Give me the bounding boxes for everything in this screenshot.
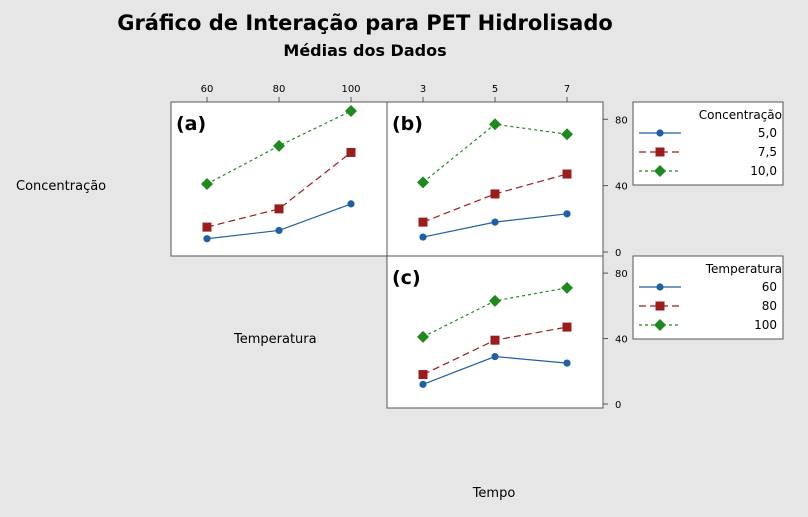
legend-entry-label: 60 [762,280,777,294]
y-tick-label: 40 [615,182,628,193]
legend-title: Temperatura [705,262,782,276]
legend-entry-label: 100 [754,318,777,332]
panel-label: (b) [392,113,423,135]
data-point [491,352,499,361]
legend-swatch-marker [654,165,666,177]
series-line-2 [206,151,352,228]
data-point [202,222,212,232]
row-label-temperatura: Temperatura [233,332,317,347]
data-point [490,189,500,199]
data-point [273,139,285,152]
data-point [419,380,427,388]
panel-2: (b) 3 5 7 0 40 80 [386,84,628,259]
legend-entry-label: 7,5 [758,145,777,159]
panels-group: (a) 60 80 100 (b) 3 5 7 0 40 80 (c) 0 40 80 [170,84,628,411]
legend-swatch-marker [654,319,666,331]
data-point [201,177,213,190]
data-point [563,210,571,218]
col-label-tempo: Tempo [472,486,516,501]
data-point [561,128,573,141]
data-point [275,226,283,235]
y-tick-label: 0 [615,248,621,259]
data-point [490,335,500,345]
row-label-concentracao: Concentração [16,179,106,194]
data-point [346,147,356,157]
y-tick-label: 80 [615,115,628,126]
legend-entry-label: 80 [762,299,777,313]
data-point [345,104,357,117]
legend-title: Concentração [699,108,782,122]
legend-swatch-marker [656,283,664,291]
x-tick-label: 3 [420,84,426,95]
legends-group: Concentração 5,0 7,5 10,0 Temperatura 60 80 100 [632,101,784,340]
data-point [489,118,501,131]
data-point [562,322,572,332]
x-tick-label: 7 [564,84,570,95]
y-tick-label: 0 [615,400,621,411]
panel-3: (c) 0 40 80 [386,255,628,411]
data-point [562,169,572,179]
legend-entry-label: 5,0 [758,126,777,140]
data-point [418,217,428,227]
y-tick-label: 40 [615,335,628,346]
legend-swatch-marker [656,129,664,137]
series-line-3 [206,110,352,185]
data-point [419,233,427,241]
x-tick-label: 100 [341,84,360,95]
data-point [561,281,573,294]
legend-2: Temperatura 60 80 100 [632,255,784,340]
x-tick-label: 80 [273,84,286,95]
x-tick-label: 60 [201,84,214,95]
panel-label: (a) [176,113,206,135]
data-point [489,294,501,307]
data-point [417,330,429,343]
legend-swatch-marker [655,147,665,157]
panel-1: (a) 60 80 100 [170,84,388,257]
x-tick-label: 5 [492,84,498,95]
data-point [274,204,284,214]
legend-entry-label: 10,0 [750,164,777,178]
chart-subtitle: Médias dos Dados [283,41,446,60]
data-point [491,218,499,226]
data-point [203,235,211,243]
legend-1: Concentração 5,0 7,5 10,0 [632,101,784,186]
data-point [418,370,428,380]
legend-swatch-marker [655,301,665,311]
panel-label: (c) [392,267,421,289]
data-point [563,359,571,367]
y-tick-label: 80 [615,269,628,280]
chart-title: Gráfico de Interação para PET Hidrolisad… [117,11,613,35]
data-point [417,176,429,189]
data-point [347,200,355,208]
